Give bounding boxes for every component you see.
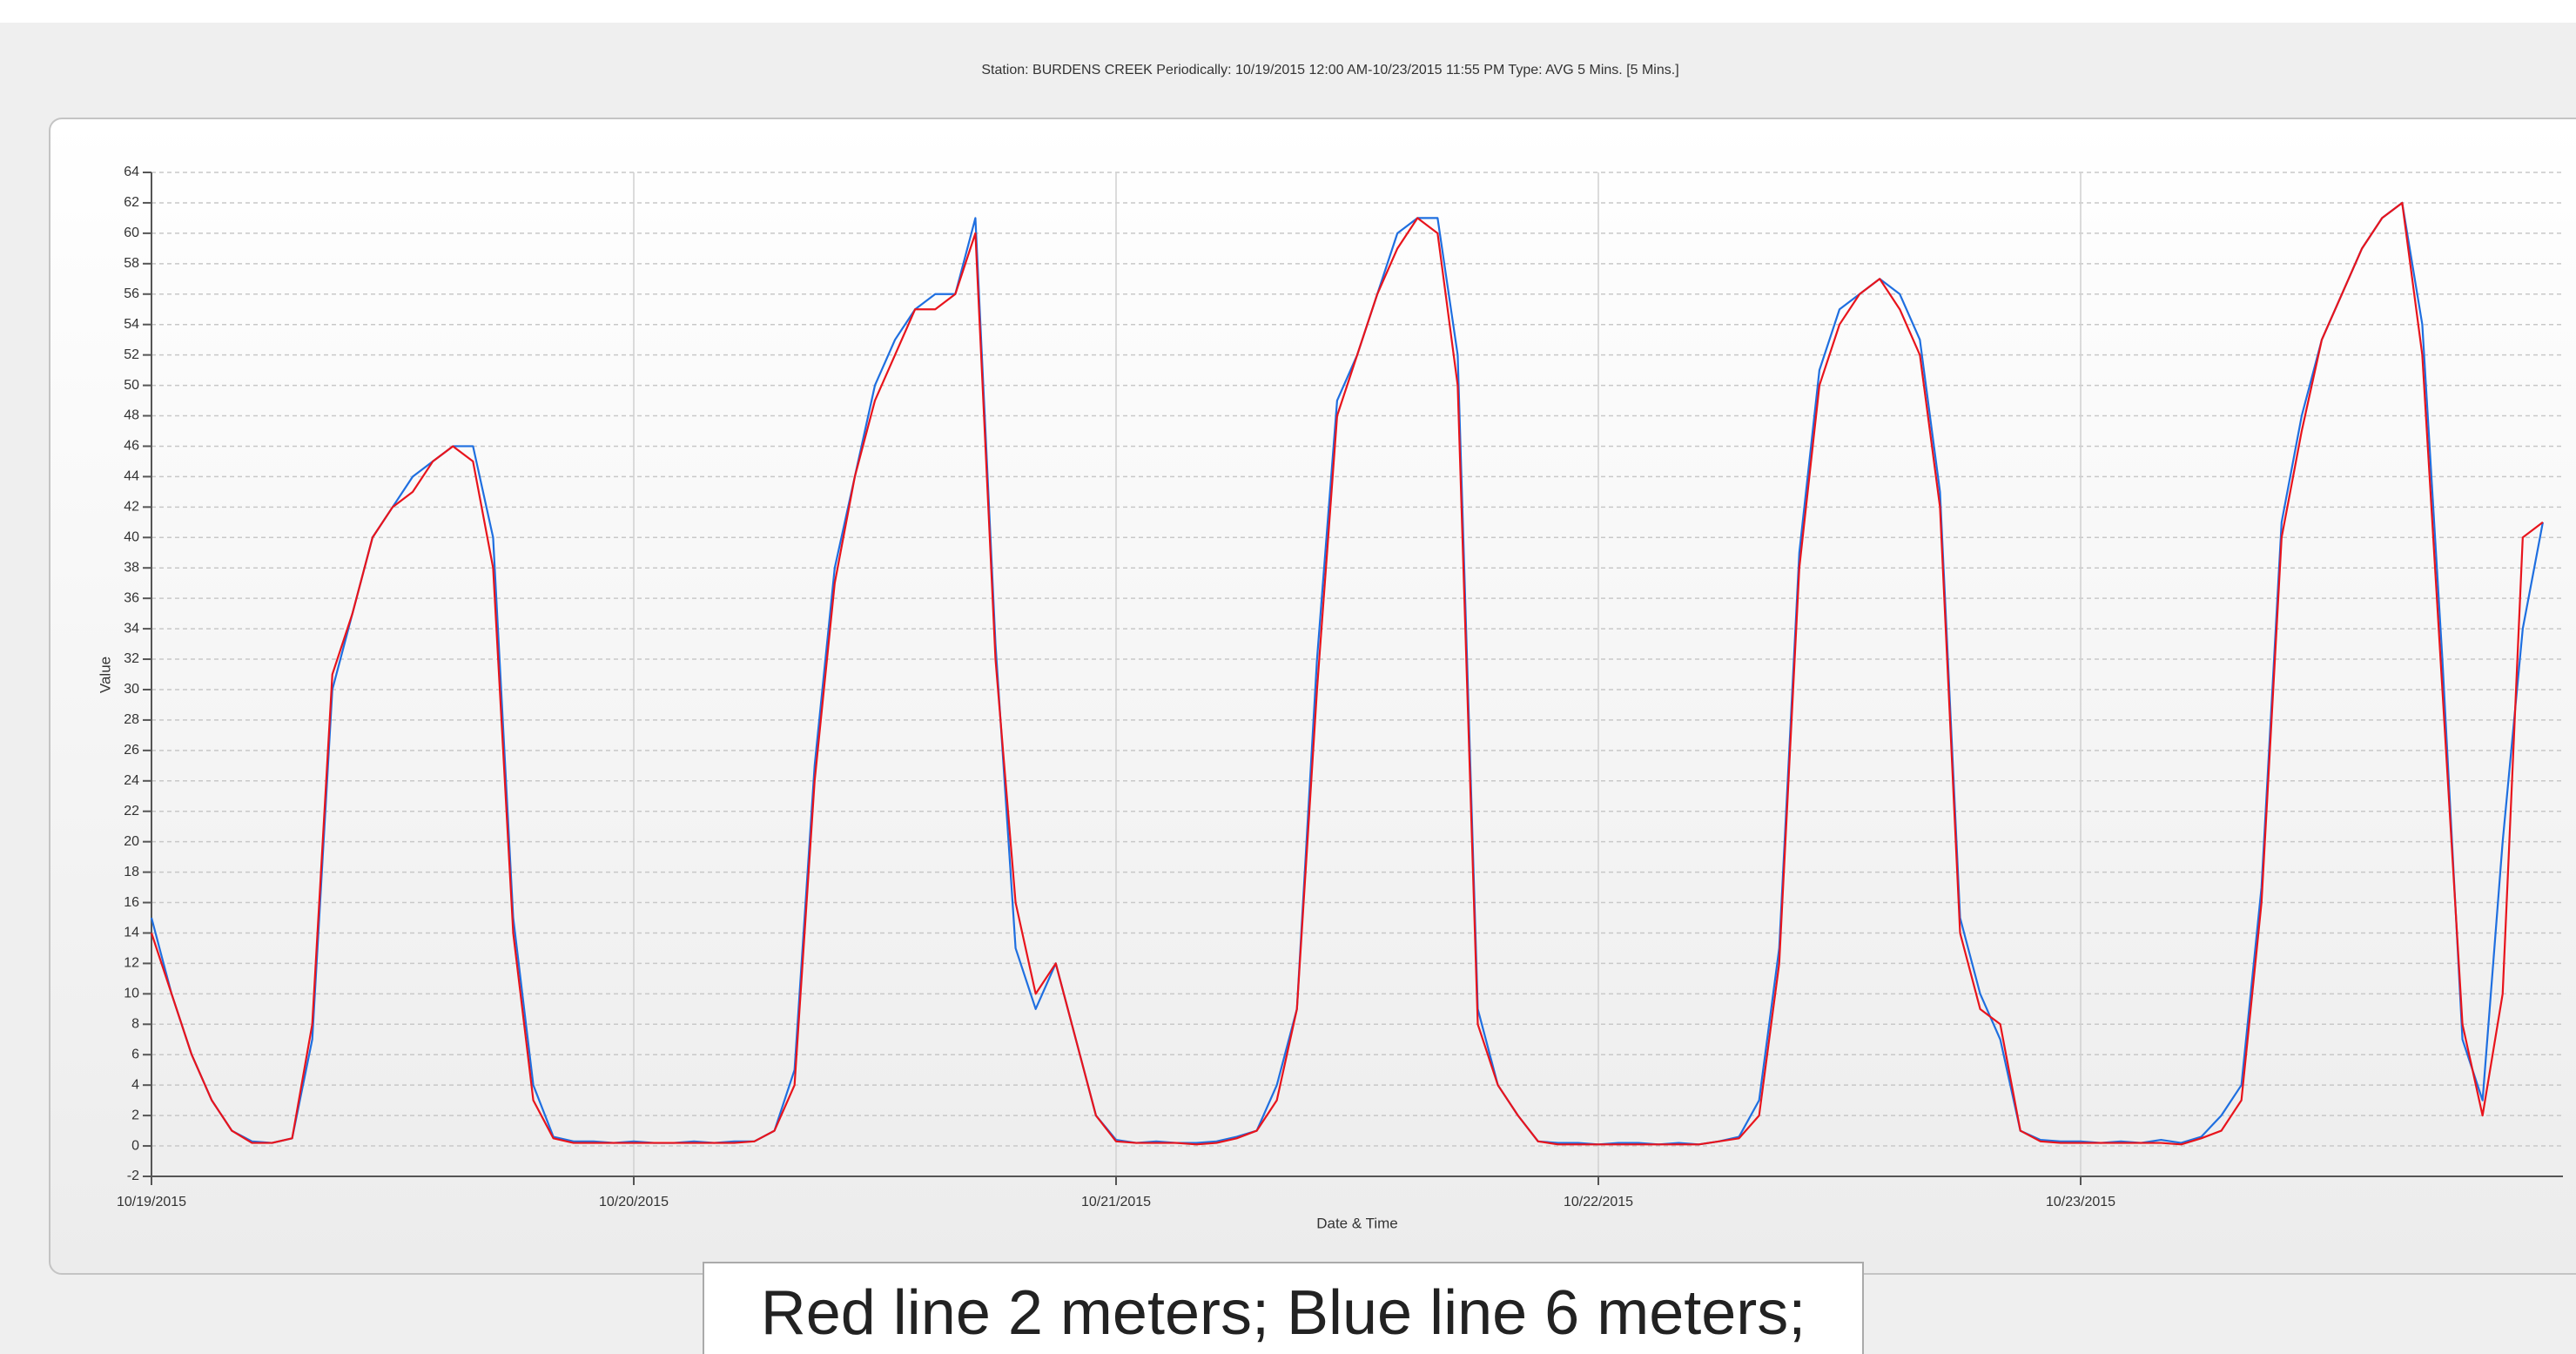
y-tick-label: 26 (124, 743, 139, 758)
x-tick-label: 10/20/2015 (599, 1195, 669, 1209)
data-line (150, 201, 2544, 1146)
y-tick-label: 56 (124, 286, 139, 301)
y-tick-label: 46 (124, 439, 139, 454)
y-tick-label: 30 (124, 682, 139, 697)
y-tick-label: 28 (124, 712, 139, 727)
y-tick-label: 34 (124, 621, 139, 636)
y-tick-label: 36 (124, 590, 139, 605)
y-tick-label: 8 (131, 1017, 139, 1032)
y-axis-label: Value (97, 657, 113, 693)
y-tick-label: 58 (124, 256, 139, 271)
y-tick-label: 40 (124, 529, 139, 544)
y-tick-label: 16 (124, 895, 139, 910)
y-tick-label: 54 (124, 317, 139, 332)
caption: Red line 2 meters; Blue line 6 meters; (761, 1278, 1806, 1348)
y-tick-label: 48 (124, 408, 139, 423)
caption-box (703, 1262, 1864, 1354)
x-tick-label: 10/21/2015 (1081, 1195, 1151, 1209)
y-tick-label: 18 (124, 865, 139, 879)
y-tick-label: 22 (124, 804, 139, 818)
x-axis-label: Date & Time (1316, 1215, 1398, 1231)
y-tick-label: -2 (127, 1169, 139, 1183)
y-tick-label: 32 (124, 651, 139, 666)
y-tick-label: 52 (124, 347, 139, 362)
x-tick-label: 10/19/2015 (117, 1195, 186, 1209)
y-tick-label: 24 (124, 773, 139, 788)
plot-area: -202468101214161820222426283032343638404… (117, 165, 2563, 1209)
y-tick-label: 4 (131, 1077, 139, 1092)
y-tick-label: 38 (124, 560, 139, 575)
chart-title: Station: BURDENS CREEK Periodically: 10/… (981, 63, 1678, 77)
y-tick-label: 50 (124, 378, 139, 393)
y-tick-label: 64 (124, 165, 139, 179)
y-tick-label: 6 (131, 1047, 139, 1061)
y-tick-label: 2 (131, 1108, 139, 1122)
y-tick-label: 60 (124, 226, 139, 240)
y-tick-label: 12 (124, 956, 139, 971)
x-tick-label: 10/23/2015 (2046, 1195, 2115, 1209)
y-tick-label: 20 (124, 834, 139, 849)
y-tick-label: 42 (124, 500, 139, 515)
y-tick-label: 62 (124, 195, 139, 210)
x-tick-label: 10/22/2015 (1564, 1195, 1633, 1209)
chart-panel (49, 118, 2576, 1275)
y-tick-label: 10 (124, 987, 139, 1001)
top-strip (0, 0, 2576, 23)
y-tick-label: 44 (124, 469, 139, 484)
y-tick-label: 0 (131, 1138, 139, 1153)
y-tick-label: 14 (124, 926, 139, 940)
